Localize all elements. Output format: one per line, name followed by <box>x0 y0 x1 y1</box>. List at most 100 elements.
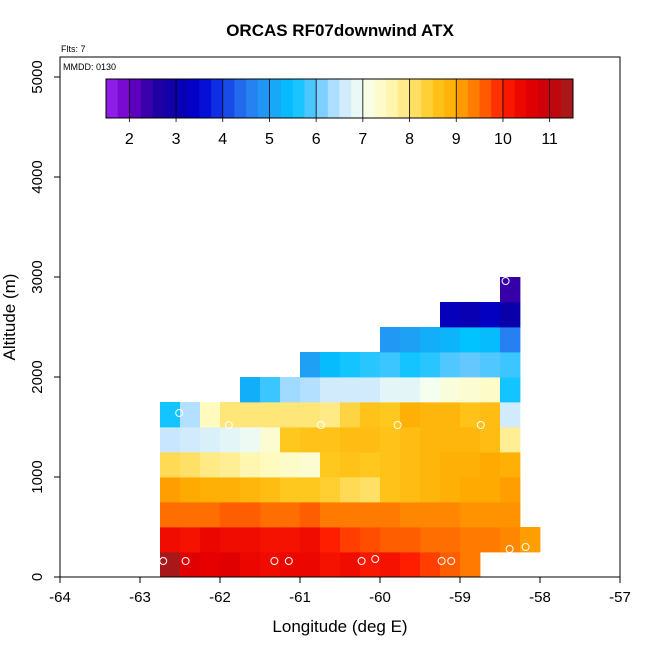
heatmap-cell <box>260 377 281 403</box>
heatmap-cell <box>460 377 481 403</box>
heatmap-cell <box>180 477 201 503</box>
x-tick-label: -57 <box>609 589 631 606</box>
colorbar-segment <box>281 79 294 118</box>
heatmap-cell <box>400 452 421 478</box>
heatmap-cell <box>460 327 481 353</box>
heatmap-cell <box>480 402 501 428</box>
heatmap-cell <box>500 402 521 428</box>
heatmap-cell <box>420 552 441 578</box>
colorbar-segment <box>222 79 235 118</box>
colorbar-segment <box>269 79 282 118</box>
colorbar-segment <box>246 79 259 118</box>
heatmap-cell <box>220 427 241 453</box>
heatmap-cell <box>180 552 201 578</box>
heatmap-cell <box>360 352 381 378</box>
heatmap-cell <box>340 352 361 378</box>
heatmap-cell <box>500 302 521 328</box>
heatmap-cell <box>480 302 501 328</box>
colorbar-segment <box>327 79 340 118</box>
heatmap-cell <box>320 377 341 403</box>
heatmap-cell <box>200 502 221 528</box>
heatmap-cell <box>320 502 341 528</box>
colorbar-frame <box>105 78 574 119</box>
heatmap-cell <box>400 477 421 503</box>
heatmap-cell <box>400 527 421 553</box>
heatmap-cell <box>460 452 481 478</box>
heatmap-cell <box>420 377 441 403</box>
colorbar-segment <box>386 79 399 118</box>
heatmap-cell <box>180 502 201 528</box>
heatmap-cell <box>440 377 461 403</box>
heatmap-cell <box>400 327 421 353</box>
heatmap-cell <box>500 327 521 353</box>
heatmap-cell <box>400 552 421 578</box>
heatmap-cell <box>460 527 481 553</box>
data-marker <box>505 545 514 553</box>
colorbar-segment <box>316 79 329 118</box>
heatmap-cell <box>400 427 421 453</box>
data-marker <box>371 555 380 563</box>
colorbar-segment <box>351 79 364 118</box>
colorbar-segment <box>187 79 200 118</box>
heatmap-cell <box>480 527 501 553</box>
heatmap-cell <box>340 452 361 478</box>
heatmap-cell <box>420 502 441 528</box>
colorbar-segment <box>409 79 422 118</box>
heatmap-cell <box>380 352 401 378</box>
heatmap-cell <box>500 502 521 528</box>
heatmap-cell <box>420 477 441 503</box>
heatmap-cell <box>460 477 481 503</box>
heatmap-cell <box>160 502 181 528</box>
colorbar-segment <box>514 79 527 118</box>
data-marker <box>284 557 293 565</box>
x-axis: -64 -63 -62 -61 -60 -59 -58 -57 <box>49 577 631 606</box>
plot-frame <box>59 56 621 578</box>
data-marker <box>270 557 279 565</box>
x-tick-label: -62 <box>209 589 231 606</box>
heatmap-cell <box>520 527 541 553</box>
y-tick-label: 0 <box>29 573 46 581</box>
heatmap-cell <box>280 477 301 503</box>
y-tick-label: 3000 <box>29 260 46 293</box>
heatmap-cell <box>480 452 501 478</box>
heatmap-cell <box>340 377 361 403</box>
heatmap-cell <box>200 427 221 453</box>
colorbar-segment <box>432 79 446 118</box>
heatmap-cell <box>260 527 281 553</box>
heatmap-cell <box>200 552 221 578</box>
heatmap-cell <box>300 427 321 453</box>
heatmap-cell <box>400 377 421 403</box>
colorbar-tick-label: 10 <box>494 131 512 148</box>
heatmap-cell <box>160 427 181 453</box>
heatmap-cell <box>320 402 341 428</box>
flights-annotation: Flts: 7 <box>61 44 86 54</box>
heatmap-cell <box>340 427 361 453</box>
colorbar-segment <box>141 79 154 118</box>
colorbar-segment <box>304 79 317 118</box>
heatmap-cell <box>320 452 341 478</box>
heatmap-cell <box>300 452 321 478</box>
heatmap-cell <box>360 452 381 478</box>
data-marker <box>175 409 184 417</box>
colorbar-segment <box>479 79 492 118</box>
heatmap-cell <box>260 402 281 428</box>
data-marker <box>501 277 510 285</box>
data-marker <box>316 421 325 429</box>
heatmap-cell <box>360 527 381 553</box>
heatmap-cell <box>160 452 181 478</box>
heatmap-cell <box>220 402 241 428</box>
heatmap-cell <box>320 552 341 578</box>
heatmap-cell <box>360 552 381 578</box>
heatmap-cell <box>440 302 461 328</box>
colorbar-segment <box>129 79 142 118</box>
heatmap-cell <box>400 402 421 428</box>
heatmap-cell <box>480 477 501 503</box>
heatmap-cell <box>300 477 321 503</box>
heatmap-cell <box>500 277 521 303</box>
heatmap-cell <box>380 327 401 353</box>
heatmap-cell <box>480 352 501 378</box>
heatmap-cell <box>240 477 261 503</box>
heatmap-cell <box>340 477 361 503</box>
colorbar-tick-label: 6 <box>312 131 321 148</box>
